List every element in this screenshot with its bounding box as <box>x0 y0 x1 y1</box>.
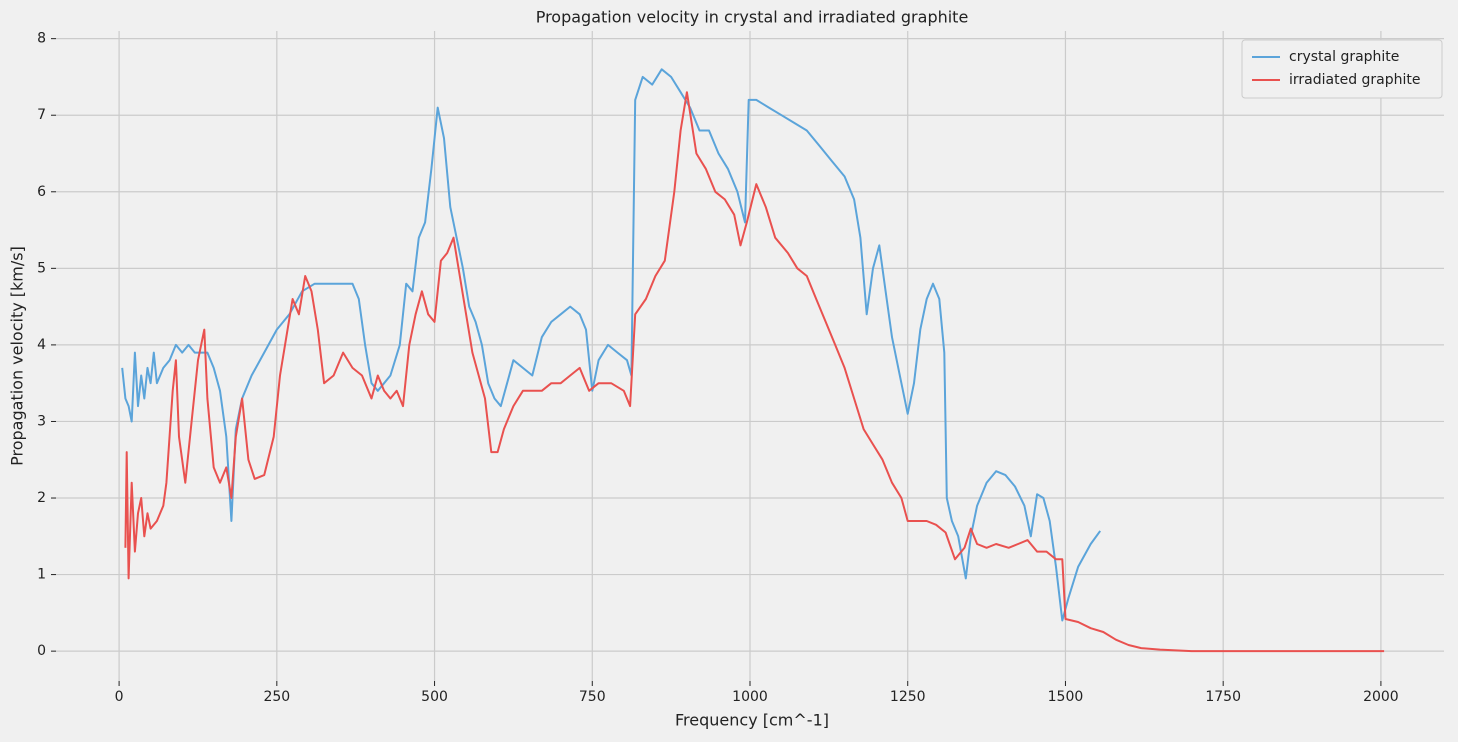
data-line <box>121 68 1102 622</box>
y-tick-label: 7 <box>37 107 46 123</box>
chart-title: Propagation velocity in crystal and irra… <box>536 8 969 27</box>
y-tick-label: 4 <box>37 337 46 353</box>
x-tick-label: 500 <box>421 689 448 705</box>
x-tick-label: 1750 <box>1205 689 1241 705</box>
legend-box <box>1241 39 1443 99</box>
y-tick-label: 8 <box>37 31 46 47</box>
legend-label: crystal graphite <box>1289 49 1399 65</box>
x-tick-label: 750 <box>579 689 606 705</box>
y-axis-label: Propagation velocity [km/s] <box>8 246 27 466</box>
x-tick-label: 0 <box>115 689 124 705</box>
x-axis-label: Frequency [cm^-1] <box>675 711 829 730</box>
x-tick-label: 250 <box>263 689 290 705</box>
y-tick-label: 6 <box>37 184 46 200</box>
y-tick-label: 2 <box>37 490 46 506</box>
legend-label: irradiated graphite <box>1289 72 1421 88</box>
data-line <box>124 91 1385 653</box>
y-tick-label: 1 <box>37 567 46 583</box>
y-tick-label: 5 <box>37 260 46 276</box>
y-tick-label: 3 <box>37 413 46 429</box>
x-tick-label: 2000 <box>1363 689 1399 705</box>
y-tick-label: 0 <box>37 643 46 659</box>
x-tick-label: 1250 <box>890 689 926 705</box>
x-tick-label: 1000 <box>732 689 768 705</box>
x-tick-label: 1500 <box>1048 689 1084 705</box>
